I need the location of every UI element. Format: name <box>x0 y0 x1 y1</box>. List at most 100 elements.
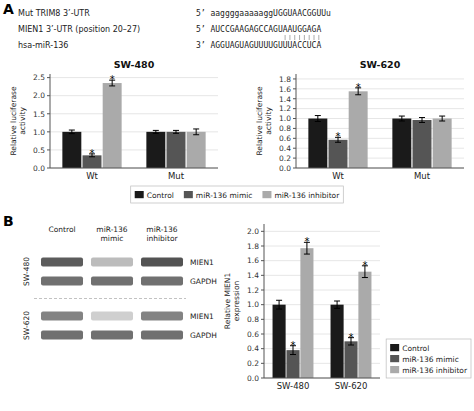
x-tick-label: Mut <box>168 171 185 181</box>
error-cap <box>334 301 340 302</box>
error-stem <box>337 301 338 308</box>
base-pair-line <box>294 35 295 40</box>
y-axis-label: Relative luciferaseactivity <box>9 86 27 156</box>
blot-row-label: MIEN1 <box>190 312 214 321</box>
legend-label: miR-136 inhibitor <box>402 366 468 375</box>
sequence-label: MIEN1 3’-UTR (position 20–27) <box>18 25 140 34</box>
y-tick-label: 1.0 <box>247 300 259 309</box>
y-tick-label: 1.8 <box>279 75 291 84</box>
error-cap <box>193 134 199 135</box>
significance-mark: * <box>291 340 296 351</box>
text-line: activity <box>18 107 27 135</box>
error-stem <box>422 118 423 123</box>
blot-row-label: MIEN1 <box>190 258 214 267</box>
legend-swatch <box>184 191 193 198</box>
y-tick-label: 0.6 <box>247 330 259 339</box>
y-tick-label: 1.4 <box>247 271 259 280</box>
bar-chart: 0.00.51.01.52.02.5**WtMutSW-480Relative … <box>9 59 219 181</box>
error-cap <box>348 345 354 346</box>
bar <box>300 248 313 378</box>
error-cap <box>362 277 368 278</box>
error-cap <box>276 300 282 301</box>
blot-band <box>91 312 133 321</box>
text-line: Relative MIEN1 <box>223 273 232 330</box>
text-line: activity <box>264 107 273 135</box>
text-line: miR-136 <box>96 225 128 234</box>
y-tick-label: 0.0 <box>247 374 259 383</box>
error-cap <box>334 308 340 309</box>
error-cap <box>315 115 321 116</box>
legend-item: miR-136 mimic <box>184 191 253 200</box>
blot-band <box>41 331 83 340</box>
error-cap <box>315 121 321 122</box>
chart-title: SW-480 <box>114 59 155 70</box>
blot-band <box>141 331 183 340</box>
blot-band <box>41 277 83 286</box>
y-tick-label: 0.8 <box>247 315 259 324</box>
error-stem <box>71 130 72 134</box>
significance-mark: * <box>349 332 354 343</box>
western-blot: ControlmiR-136mimicmiR-136inhibitorMIEN1… <box>22 225 217 340</box>
text-line: Relative luciferase <box>9 86 18 156</box>
base-pair-line <box>304 35 305 40</box>
y-tick-label: 2.0 <box>33 91 45 100</box>
base-pair-line <box>314 35 315 40</box>
legend-label: miR-136 inhibitor <box>274 191 340 200</box>
sequence: 5’ aaggggaaaaaggUGGUAACGGUUu <box>196 9 331 18</box>
text-line: inhibitor <box>146 234 178 243</box>
grid-line <box>296 98 464 99</box>
blot-band <box>141 277 183 286</box>
error-bar <box>173 130 179 133</box>
plot-area <box>308 88 451 168</box>
error-bar <box>399 116 405 121</box>
x-axis <box>264 378 380 379</box>
error-cap <box>290 354 296 355</box>
y-axis-label: Relative luciferaseactivity <box>255 86 273 156</box>
blot-band <box>91 258 133 267</box>
y-axis-label: Relative MIEN1expression <box>223 273 241 330</box>
y-tick-label: 2.5 <box>33 73 45 82</box>
y-tick-label: 1.0 <box>33 128 45 137</box>
error-stem <box>317 116 318 122</box>
bar <box>286 350 299 378</box>
legend-item: miR-136 inhibitor <box>390 366 468 375</box>
error-cap <box>173 133 179 134</box>
error-bar <box>153 130 159 133</box>
error-cap <box>304 254 310 255</box>
x-tick-label: Wt <box>86 171 98 181</box>
y-tick-label: 1.2 <box>279 104 291 113</box>
blot-band <box>41 312 83 321</box>
error-stem <box>196 129 197 135</box>
x-axis <box>296 168 464 169</box>
grid-line <box>50 113 218 114</box>
x-tick-label: Mut <box>414 171 431 181</box>
text-line: miR-136 <box>146 225 178 234</box>
y-tick-label: 0.5 <box>33 146 45 155</box>
y-tick-label: 0.4 <box>279 144 291 153</box>
blot-band <box>41 258 83 267</box>
base-pair-line <box>285 35 286 40</box>
sequence: 5’ AUCCGAAGAGCCAGUAAUGGAGA <box>196 25 321 34</box>
bar <box>62 132 81 168</box>
error-cap <box>153 133 159 134</box>
error-bar <box>439 116 445 121</box>
blot-row-label: GAPDH <box>190 331 217 340</box>
bar <box>358 272 371 378</box>
y-tick-label: 0.0 <box>33 164 45 173</box>
significance-mark: * <box>110 74 115 85</box>
x-tick-label: Wt <box>332 171 344 181</box>
bar <box>433 119 452 168</box>
blot-cell-line-label: SW-620 <box>22 311 31 340</box>
error-cap <box>419 117 425 118</box>
blot-band <box>141 312 183 321</box>
legend-frame <box>386 339 471 378</box>
blot-band <box>91 277 133 286</box>
error-cap <box>355 94 361 95</box>
y-tick-label: 2.0 <box>247 227 259 236</box>
error-cap <box>173 130 179 131</box>
grid-line <box>50 95 218 96</box>
error-bar <box>69 130 75 134</box>
bar <box>167 132 186 168</box>
blot-divider <box>34 298 186 299</box>
grid-line <box>296 108 464 109</box>
